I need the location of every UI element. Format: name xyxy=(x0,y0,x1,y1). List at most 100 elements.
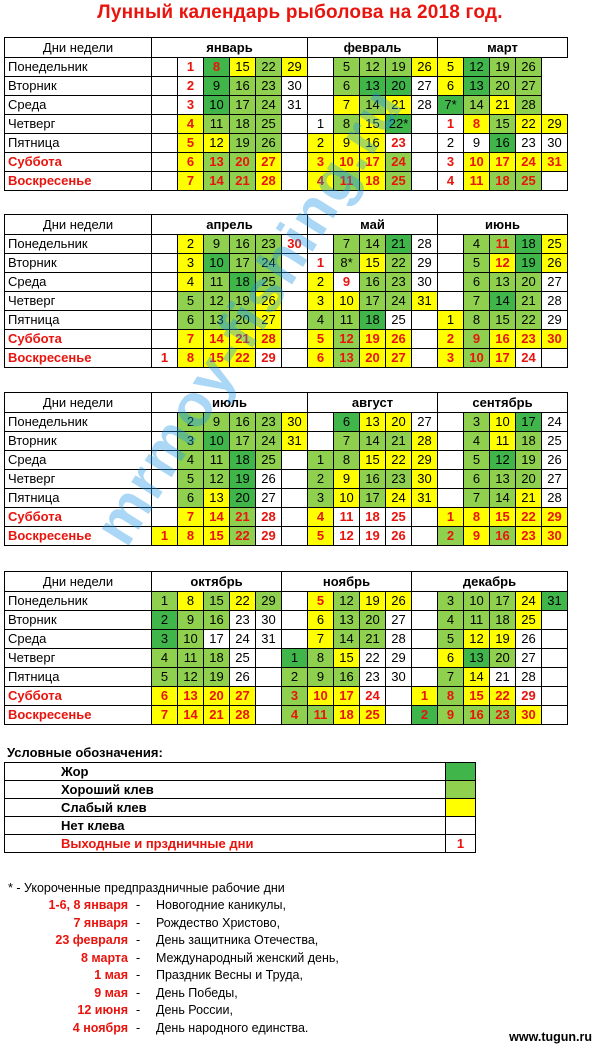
day-cell: 28 xyxy=(515,95,542,115)
day-cell: 27 xyxy=(255,152,282,172)
day-cell: 11 xyxy=(489,234,516,254)
weekday-row: Пятница 5 12 19 26 2 9 16 23 30 7 14 21 28 xyxy=(4,667,568,687)
notes: * - Укороченные предпраздничные рабочие … xyxy=(8,880,568,1037)
weekday-label: Суббота xyxy=(4,686,152,706)
day-cell: 26 xyxy=(385,526,412,546)
day-cell: 13 xyxy=(463,648,490,668)
holiday-date: 1 мая xyxy=(94,968,128,982)
day-cell: 14 xyxy=(203,171,230,191)
day-cell: 3 xyxy=(307,488,334,508)
day-cell: 11 xyxy=(203,450,230,470)
weekday-label: Воскресенье xyxy=(4,171,152,191)
day-cell: 26 xyxy=(411,57,438,77)
day-cell: 29 xyxy=(385,648,412,668)
day-cell: 26 xyxy=(385,329,412,349)
day-cell: 2 xyxy=(307,272,334,292)
day-cell: 29 xyxy=(541,507,568,527)
day-cell: 1 xyxy=(307,253,334,273)
day-cell: 5 xyxy=(437,629,464,649)
day-cell xyxy=(437,253,464,273)
weekday-row: Понедельник 2 9 16 23 30 7 14 21 28 4 11 18 25 xyxy=(4,234,568,254)
day-cell: 29 xyxy=(541,310,568,330)
day-cell: 6 xyxy=(177,152,204,172)
month-header: май xyxy=(307,214,438,235)
day-cell: 31 xyxy=(541,591,568,611)
day-cell: 1 xyxy=(281,648,308,668)
day-cell: 18 xyxy=(359,310,386,330)
quarter-table-2: Дни недели апрель май июнь Понедельник 2 9 16 23… xyxy=(4,214,568,368)
day-cell: 30 xyxy=(281,412,308,432)
day-cell xyxy=(281,133,308,153)
day-cell: 25 xyxy=(541,234,568,254)
weekday-label: Четверг xyxy=(4,291,152,311)
day-cell: 16 xyxy=(359,469,386,489)
day-cell: 1 xyxy=(437,310,464,330)
day-cell: 6 xyxy=(437,648,464,668)
day-cell xyxy=(281,591,308,611)
day-cell xyxy=(151,76,178,96)
day-cell: 9 xyxy=(463,133,490,153)
day-cell: 29 xyxy=(255,348,282,368)
day-cell: 28 xyxy=(411,431,438,451)
day-cell: 6 xyxy=(333,412,360,432)
day-cell: 15 xyxy=(359,114,386,134)
day-cell: 25 xyxy=(541,431,568,451)
day-cell: 3 xyxy=(307,152,334,172)
day-cell xyxy=(437,291,464,311)
day-cell: 2 xyxy=(411,705,438,725)
day-cell xyxy=(541,705,568,725)
day-cell: 24 xyxy=(541,412,568,432)
day-cell: 3 xyxy=(437,348,464,368)
holiday-name: Праздник Весны и Труда, xyxy=(156,968,303,982)
day-cell: 20 xyxy=(489,648,516,668)
day-cell: 1 xyxy=(307,450,334,470)
day-cell: 19 xyxy=(489,57,516,77)
day-cell: 23 xyxy=(515,329,542,349)
day-cell: 18 xyxy=(359,507,386,527)
day-cell: 27 xyxy=(411,76,438,96)
day-cell: 12 xyxy=(489,253,516,273)
weekday-row: Вторник 3 10 17 24 1 8* 15 22 29 5 12 19 26 xyxy=(4,253,568,273)
day-cell xyxy=(151,152,178,172)
day-cell: 14 xyxy=(463,95,490,115)
day-cell: 7 xyxy=(177,507,204,527)
day-cell: 12 xyxy=(463,629,490,649)
weekday-label: Пятница xyxy=(4,488,152,508)
day-cell: 17 xyxy=(333,686,360,706)
day-cell: 31 xyxy=(411,488,438,508)
day-cell xyxy=(151,431,178,451)
legend-label: Хороший клев xyxy=(4,780,446,799)
day-cell: 2 xyxy=(437,329,464,349)
day-cell: 18 xyxy=(515,234,542,254)
day-cell: 24 xyxy=(255,95,282,115)
holiday-name: День народного единства. xyxy=(156,1020,309,1035)
day-cell: 21 xyxy=(515,488,542,508)
day-cell: 28 xyxy=(385,629,412,649)
weekday-row: Четверг 5 12 19 26 2 9 16 23 30 6 13 20 27 xyxy=(4,469,568,489)
day-cell: 11 xyxy=(177,648,204,668)
legend-row: Выходные и прздничные дни 1 xyxy=(4,834,476,853)
day-cell: 23 xyxy=(255,76,282,96)
day-cell: 19 xyxy=(515,450,542,470)
day-cell: 14 xyxy=(489,291,516,311)
day-cell xyxy=(151,412,178,432)
day-cell: 26 xyxy=(255,291,282,311)
day-cell: 9 xyxy=(307,667,334,687)
day-cell xyxy=(541,648,568,668)
weekday-label: Среда xyxy=(4,450,152,470)
legend-label: Выходные и прздничные дни xyxy=(4,834,446,853)
weekday-label: Вторник xyxy=(4,610,152,630)
day-cell xyxy=(541,686,568,706)
day-cell: 21 xyxy=(229,507,256,527)
day-cell: 28 xyxy=(515,667,542,687)
day-cell xyxy=(281,450,308,470)
legend-label: Нет клева xyxy=(4,816,446,835)
legend-swatch: 1 xyxy=(445,834,476,853)
day-cell xyxy=(307,234,334,254)
day-cell: 25 xyxy=(229,648,256,668)
day-cell: 14 xyxy=(333,629,360,649)
day-cell: 14 xyxy=(203,507,230,527)
day-cell: 29 xyxy=(281,57,308,77)
legend-table: Жор Хороший клев Слабый клев Нет клева Выход… xyxy=(4,762,476,853)
day-cell xyxy=(281,253,308,273)
